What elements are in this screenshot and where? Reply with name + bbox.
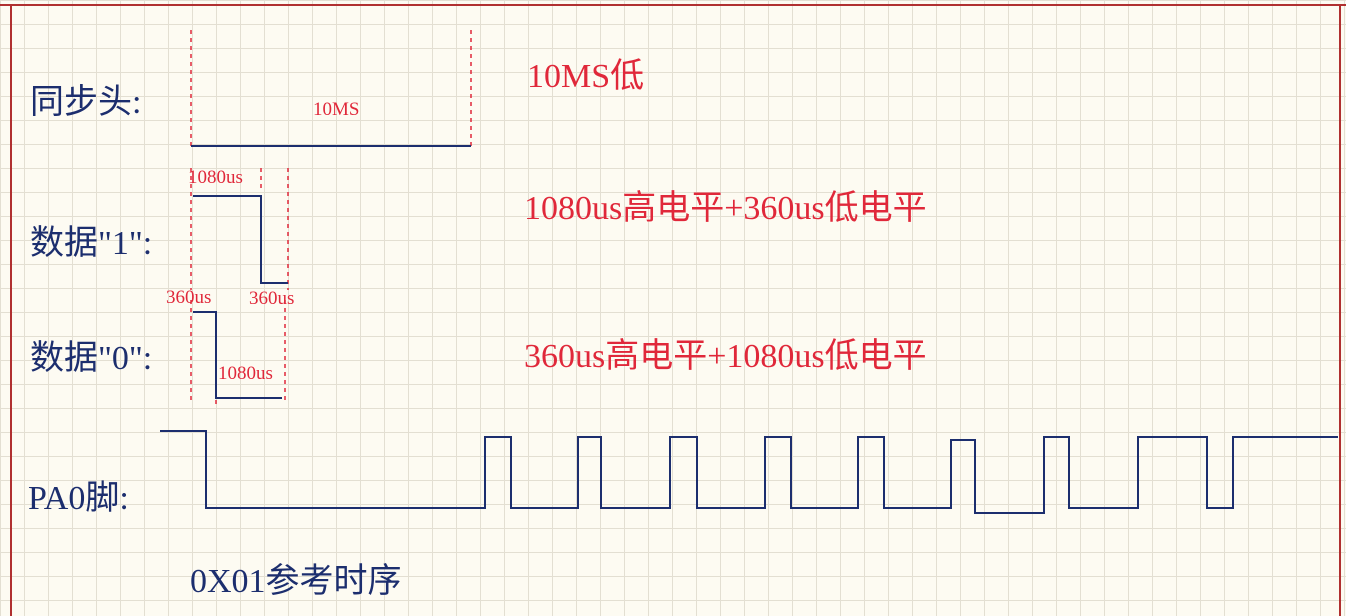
data1-high-label: 1080us <box>188 167 243 188</box>
sync-width-label: 10MS <box>313 99 360 120</box>
caption: 0X01参考时序 <box>190 563 402 600</box>
data0-low-label: 1080us <box>218 363 273 384</box>
sync-label: 同步头: <box>30 84 142 121</box>
data1-waveform <box>190 168 289 290</box>
data1-low-label: 360us <box>249 288 295 309</box>
data1-label: 数据"1": <box>30 225 153 262</box>
sync-description: 10MS低 <box>527 58 645 95</box>
data0-waveform <box>190 300 286 404</box>
pa0-waveform <box>160 430 1338 514</box>
data0-label: 数据"0": <box>30 340 153 377</box>
data0-high-label: 360us <box>166 287 212 308</box>
data1-description: 1080us高电平+360us低电平 <box>524 190 927 227</box>
sync-waveform <box>190 30 472 147</box>
data0-description: 360us高电平+1080us低电平 <box>524 338 927 375</box>
pa0-label: PA0脚: <box>28 480 129 517</box>
